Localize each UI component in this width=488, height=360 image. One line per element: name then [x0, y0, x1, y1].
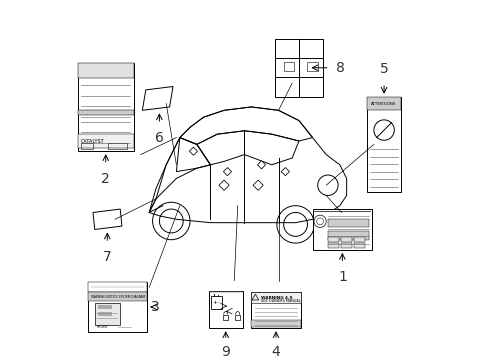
Bar	[108, 143, 127, 149]
Text: 2: 2	[101, 172, 110, 186]
Bar	[98, 305, 111, 310]
Bar	[340, 243, 352, 248]
Bar	[327, 231, 368, 240]
Text: 4: 4	[271, 345, 280, 359]
Text: +: +	[212, 300, 217, 305]
FancyBboxPatch shape	[312, 209, 371, 250]
Bar	[95, 303, 120, 325]
Polygon shape	[189, 147, 197, 155]
Bar	[98, 312, 111, 316]
Text: ATTENTIONS: ATTENTIONS	[370, 102, 396, 105]
Bar	[88, 292, 147, 301]
Bar	[340, 237, 352, 242]
FancyBboxPatch shape	[88, 282, 147, 332]
Bar	[307, 62, 317, 71]
FancyBboxPatch shape	[208, 291, 243, 328]
FancyBboxPatch shape	[366, 97, 400, 192]
Text: 9: 9	[221, 345, 230, 359]
Text: 7: 7	[102, 250, 111, 264]
Text: 5: 5	[379, 62, 387, 76]
Bar	[327, 237, 339, 242]
Bar	[353, 237, 365, 242]
Text: SEE OWNERS MANUAL: SEE OWNERS MANUAL	[260, 299, 300, 303]
Polygon shape	[257, 161, 265, 169]
FancyBboxPatch shape	[251, 292, 300, 328]
Bar	[78, 134, 134, 148]
Bar	[251, 292, 300, 303]
Bar	[283, 62, 293, 71]
Bar	[353, 243, 365, 248]
FancyBboxPatch shape	[78, 63, 134, 151]
Text: FRONT: FRONT	[96, 325, 108, 329]
Bar	[366, 97, 400, 110]
Polygon shape	[281, 167, 289, 176]
Bar	[81, 143, 93, 149]
Bar	[223, 315, 228, 320]
Bar	[235, 315, 240, 320]
Text: 8: 8	[336, 61, 345, 75]
Text: 3: 3	[151, 300, 159, 314]
Polygon shape	[223, 167, 231, 176]
Bar	[78, 63, 134, 78]
Text: 1: 1	[337, 270, 346, 284]
Bar	[88, 282, 147, 292]
Bar	[78, 110, 134, 116]
Bar	[327, 219, 368, 228]
Text: WARNING 4.9: WARNING 4.9	[260, 296, 292, 300]
Bar	[211, 296, 221, 310]
Text: 6: 6	[155, 131, 163, 145]
Text: -: -	[217, 300, 219, 305]
Text: CATALYST: CATALYST	[81, 139, 104, 144]
Bar	[327, 243, 339, 248]
Bar	[251, 320, 300, 327]
Text: WARNING NOTICE SYSTEM DIAGRAM: WARNING NOTICE SYSTEM DIAGRAM	[90, 294, 144, 298]
